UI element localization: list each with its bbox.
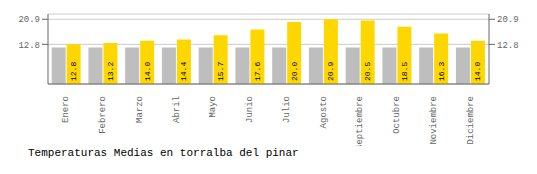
svg-text:Febrero: Febrero: [98, 96, 108, 134]
svg-text:12.8: 12.8: [18, 41, 40, 51]
svg-text:20.9: 20.9: [18, 15, 40, 25]
svg-text:18.5: 18.5: [400, 62, 409, 81]
svg-text:Enero: Enero: [61, 96, 71, 123]
svg-text:Marzo: Marzo: [135, 96, 145, 123]
svg-text:Mayo: Mayo: [208, 96, 218, 118]
svg-text:17.6: 17.6: [253, 62, 262, 81]
svg-text:12.8: 12.8: [497, 41, 519, 51]
svg-text:Agosto: Agosto: [319, 96, 329, 128]
svg-text:20.0: 20.0: [290, 62, 299, 81]
svg-text:Septiembre: Septiembre: [355, 96, 365, 146]
svg-text:15.7: 15.7: [216, 62, 225, 81]
html-text:Temperaturas Medias en torralb: Temperaturas Medias en torralba del pina…: [28, 147, 299, 159]
svg-text:Diciembre: Diciembre: [466, 96, 476, 145]
svg-text:14.0: 14.0: [473, 62, 482, 81]
svg-text:20.9: 20.9: [326, 62, 335, 81]
svg-text:12.8: 12.8: [69, 62, 78, 81]
svg-text:16.3: 16.3: [437, 62, 446, 81]
svg-text:14.0: 14.0: [143, 62, 152, 81]
svg-text:Julio: Julio: [282, 96, 292, 123]
svg-text:Noviembre: Noviembre: [429, 96, 439, 145]
svg-text:14.4: 14.4: [179, 62, 188, 81]
svg-text:Junio: Junio: [245, 96, 255, 123]
svg-text:13.2: 13.2: [106, 62, 115, 81]
svg-text:20.9: 20.9: [497, 15, 519, 25]
svg-text:Abril: Abril: [172, 96, 182, 123]
svg-text:20.5: 20.5: [363, 62, 372, 81]
svg-text:Octubre: Octubre: [392, 96, 402, 134]
